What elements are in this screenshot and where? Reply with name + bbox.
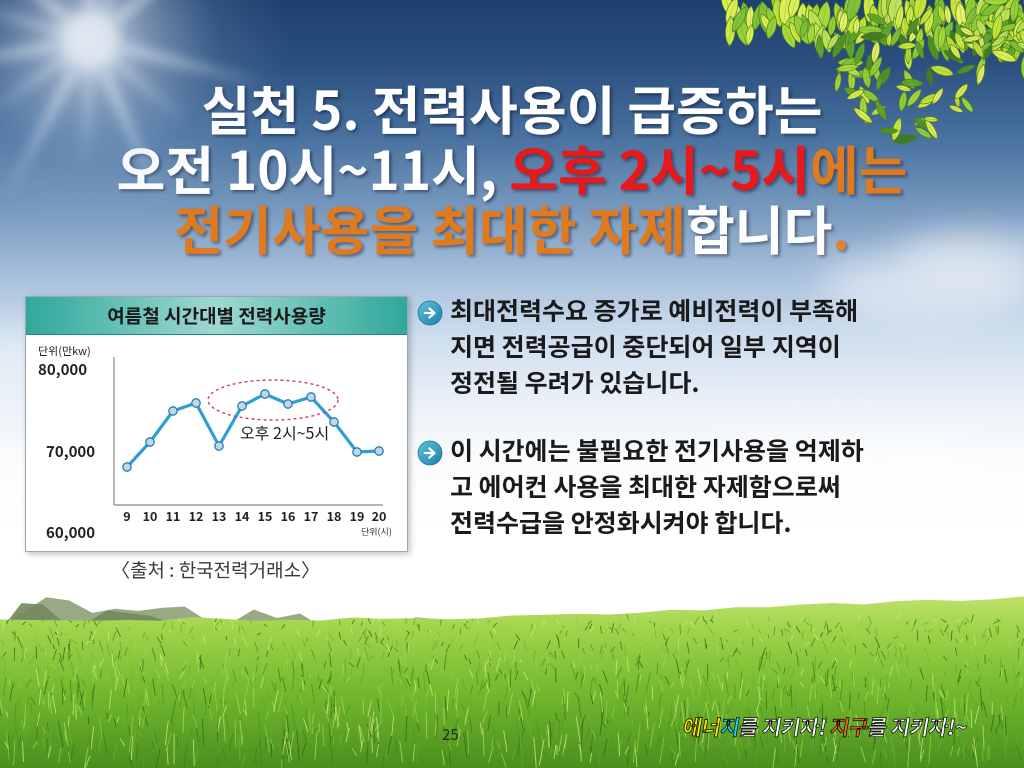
svg-text:10: 10 (143, 506, 158, 525)
svg-text:18: 18 (327, 506, 342, 525)
svg-text:단위(만kw): 단위(만kw) (38, 343, 91, 359)
svg-text:14: 14 (235, 506, 250, 525)
svg-text:60,000: 60,000 (46, 522, 95, 543)
svg-text:9: 9 (123, 506, 130, 525)
svg-text:15: 15 (258, 506, 273, 525)
svg-text:단위(시): 단위(시) (361, 525, 392, 538)
svg-text:80,000: 80,000 (38, 359, 87, 380)
svg-text:17: 17 (304, 506, 319, 525)
svg-text:19: 19 (350, 506, 365, 525)
svg-text:오후 2시~5시: 오후 2시~5시 (240, 420, 329, 444)
svg-text:16: 16 (281, 506, 296, 525)
svg-text:13: 13 (212, 506, 227, 525)
svg-text:12: 12 (189, 506, 204, 525)
svg-text:20: 20 (372, 506, 387, 525)
svg-text:11: 11 (166, 506, 181, 525)
svg-text:70,000: 70,000 (46, 441, 95, 462)
